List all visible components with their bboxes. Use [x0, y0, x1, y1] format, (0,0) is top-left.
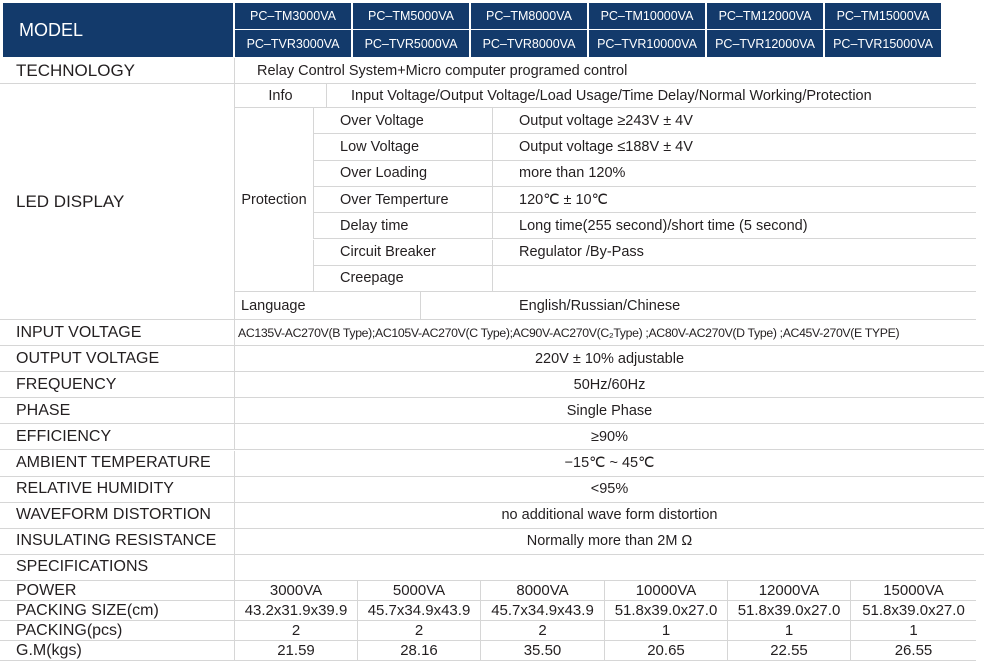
spec-value [234, 554, 984, 581]
spec-value: Single Phase [234, 398, 984, 425]
model-tvr-cell: PC–TVR3000VA [235, 30, 351, 57]
spec-value: <95% [234, 476, 984, 503]
spec-value: 50Hz/60Hz [234, 372, 984, 399]
table-cell: 28.16 [357, 641, 480, 661]
table-cell: 51.8x39.0x27.0 [727, 601, 850, 621]
model-label: MODEL [3, 3, 233, 57]
spec-value: −15℃ ~ 45℃ [234, 450, 984, 477]
protection-item: Delay time [313, 213, 492, 240]
table-cell: 51.8x39.0x27.0 [850, 601, 976, 621]
model-tm-cell: PC–TM5000VA [353, 3, 469, 29]
spec-label: WAVEFORM DISTORTION [0, 503, 234, 529]
model-tvr-cell: PC–TVR8000VA [471, 30, 587, 57]
model-tm-cell: PC–TM10000VA [589, 3, 705, 29]
protection-value [492, 265, 976, 293]
protection-item: Low Voltage [313, 134, 492, 161]
spec-value: Normally more than 2M Ω [234, 528, 984, 555]
info-label: Info [234, 84, 326, 108]
table-cell: 1 [604, 621, 727, 641]
table-cell: 10000VA [604, 581, 727, 601]
table-cell: 1 [850, 621, 976, 641]
table-cell: 2 [357, 621, 480, 641]
protection-value: Output voltage ≤188V ± 4V [492, 134, 976, 161]
spec-label: EFFICIENCY [0, 424, 234, 451]
protection-item: Creepage [313, 265, 492, 293]
model-tvr-cell: PC–TVR10000VA [589, 30, 705, 57]
table-cell: 1 [727, 621, 850, 641]
model-tm-cell: PC–TM15000VA [825, 3, 941, 29]
table-cell: 45.7x34.9x43.9 [480, 601, 604, 621]
spec-label: FREQUENCY [0, 372, 234, 399]
model-tm-cell: PC–TM3000VA [235, 3, 351, 29]
protection-item: Circuit Breaker [313, 239, 492, 266]
model-tvr-cell: PC–TVR15000VA [825, 30, 941, 57]
table-cell: 51.8x39.0x27.0 [604, 601, 727, 621]
protection-value: Regulator /By-Pass [492, 239, 976, 266]
model-tm-cell: PC–TM12000VA [707, 3, 823, 29]
table-cell: 8000VA [480, 581, 604, 601]
protection-value: Long time(255 second)/short time (5 seco… [492, 213, 976, 240]
table-cell: 22.55 [727, 641, 850, 661]
spec-label: RELATIVE HUMIDITY [0, 477, 234, 503]
protection-item: Over Temperture [313, 186, 492, 214]
table-cell: 43.2x31.9x39.9 [234, 601, 357, 621]
table-cell: 15000VA [850, 581, 976, 601]
protection-value: Output voltage ≥243V ± 4V [492, 108, 976, 135]
table-cell: 2 [480, 621, 604, 641]
spec-label: INSULATING RESISTANCE [0, 529, 234, 555]
table-cell: 26.55 [850, 641, 976, 661]
spec-value: ≥90% [234, 424, 984, 451]
model-tvr-cell: PC–TVR12000VA [707, 30, 823, 57]
table-cell: 20.65 [604, 641, 727, 661]
spec-label: PHASE [0, 398, 234, 425]
technology-value: Relay Control System+Micro computer prog… [234, 58, 976, 84]
table-cell: 35.50 [480, 641, 604, 661]
table-cell: 45.7x34.9x43.9 [357, 601, 480, 621]
spec-value: no additional wave form distortion [234, 502, 984, 529]
table-cell: 5000VA [357, 581, 480, 601]
info-value: Input Voltage/Output Voltage/Load Usage/… [326, 84, 976, 108]
table-cell: 2 [234, 621, 357, 641]
table-cell: 3000VA [234, 581, 357, 601]
spec-label: SPECIFICATIONS [0, 555, 234, 581]
table-row-label: POWER [0, 581, 234, 601]
language-label: Language [234, 292, 420, 320]
table-row-label: PACKING(pcs) [0, 621, 234, 641]
protection-item: Over Voltage [313, 108, 492, 135]
spec-value: 220V ± 10% adjustable [234, 346, 984, 373]
led-display-label: LED DISPLAY [0, 84, 234, 320]
spec-label: OUTPUT VOLTAGE [0, 346, 234, 373]
table-cell: 12000VA [727, 581, 850, 601]
spec-label: AMBIENT TEMPERATURE [0, 451, 234, 477]
table-cell: 21.59 [234, 641, 357, 661]
table-row-label: PACKING SIZE(cm) [0, 601, 234, 621]
divider [0, 580, 976, 581]
protection-item: Over Loading [313, 160, 492, 187]
protection-value: 120℃ ± 10℃ [492, 186, 976, 214]
technology-label: TECHNOLOGY [0, 58, 234, 84]
model-tm-cell: PC–TM8000VA [471, 3, 587, 29]
protection-label: Protection [234, 108, 313, 292]
spec-label: INPUT VOLTAGE [0, 320, 234, 347]
language-value: English/Russian/Chinese [420, 292, 976, 320]
model-tvr-cell: PC–TVR5000VA [353, 30, 469, 57]
protection-value: more than 120% [492, 160, 976, 187]
table-row-label: G.M(kgs) [0, 641, 234, 661]
spec-value: AC135V-AC270V(B Type);AC105V-AC270V(C Ty… [234, 320, 984, 347]
